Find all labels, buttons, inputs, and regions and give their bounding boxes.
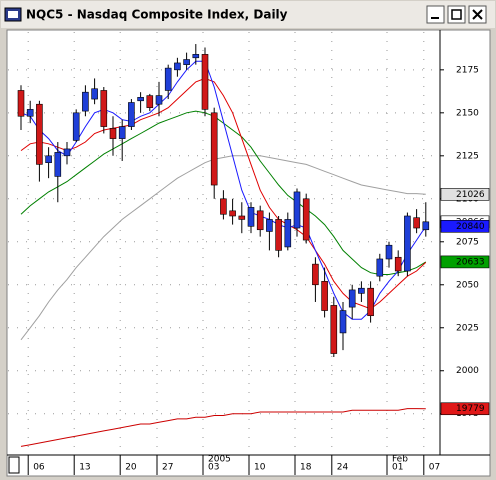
x-tick-label: 27 xyxy=(162,463,173,473)
indicator-line xyxy=(20,408,426,447)
candle-body xyxy=(82,91,89,112)
x-tick-label: 13 xyxy=(79,463,90,473)
candle-body xyxy=(321,281,328,311)
y-tick-label: 2175 xyxy=(456,65,479,75)
title-bar xyxy=(1,1,495,28)
price-marker xyxy=(440,255,490,269)
price-marker xyxy=(440,220,490,233)
indicator-line xyxy=(20,77,427,310)
x-tick-label: 18 xyxy=(300,463,312,473)
candle-body xyxy=(358,287,365,294)
candle-body xyxy=(45,155,52,163)
indicator-line xyxy=(20,60,427,320)
candle-body xyxy=(275,219,282,251)
maximize-button[interactable] xyxy=(447,5,466,24)
indicator-line xyxy=(20,155,426,341)
x-tick-label: 03 xyxy=(208,463,219,473)
candle-body xyxy=(330,305,338,354)
y-tick-label: 2000 xyxy=(456,366,479,376)
corner-box xyxy=(8,456,20,474)
candle-body xyxy=(348,289,356,308)
y-tick-label: 2075 xyxy=(456,237,479,247)
y-tick-label: 2150 xyxy=(456,108,479,118)
candle-body xyxy=(72,112,80,141)
price-marker xyxy=(440,188,490,201)
candle-body xyxy=(312,263,319,286)
candle-body xyxy=(367,287,374,317)
candle-body xyxy=(201,54,209,110)
x-tick-label: 20 xyxy=(125,463,137,473)
x-tick-label: 10 xyxy=(254,463,266,473)
candle-body xyxy=(284,219,292,248)
candle-body xyxy=(238,215,246,220)
candle-body xyxy=(26,109,34,117)
y-tick-label: 2050 xyxy=(456,280,479,290)
candle-body xyxy=(137,97,144,102)
candle-body xyxy=(229,210,236,217)
price-marker-label: 20840 xyxy=(456,222,485,232)
window-title: NQC5 - Nasdaq Composite Index, Daily xyxy=(26,8,288,22)
candle-body xyxy=(100,90,108,127)
candle-body xyxy=(404,215,411,272)
candle-body xyxy=(413,217,420,229)
price-marker-label: 20633 xyxy=(456,257,485,267)
candle-body xyxy=(422,221,430,231)
y-tick-label: 2025 xyxy=(456,323,479,333)
x-tick-label: 06 xyxy=(33,463,45,473)
price-marker xyxy=(440,402,490,416)
candle-body xyxy=(247,207,255,227)
x-tick-label: 01 xyxy=(392,463,403,473)
candle-body xyxy=(210,112,218,186)
candle-body xyxy=(256,210,264,231)
close-icon xyxy=(472,9,483,20)
x-tick-label: 24 xyxy=(337,463,349,473)
candle-body xyxy=(118,126,126,139)
candle-body xyxy=(376,258,384,277)
plot: 1975200020252050207521002125215021750613… xyxy=(8,32,490,475)
period-label: Feb xyxy=(392,455,408,465)
candle-body xyxy=(54,152,62,177)
candle-body xyxy=(339,310,347,334)
app-icon-inner xyxy=(8,11,18,18)
candle-body xyxy=(174,62,181,71)
candle-body xyxy=(146,95,154,108)
candle-body xyxy=(91,88,98,100)
x-tick-label: 07 xyxy=(429,463,440,473)
candle-body xyxy=(266,219,273,232)
candle-body xyxy=(63,148,71,157)
candle-body xyxy=(128,102,135,127)
candle-body xyxy=(164,67,172,91)
price-marker-label: 19779 xyxy=(456,404,485,414)
price-marker-label: 21026 xyxy=(456,190,485,200)
candle-body xyxy=(394,256,402,272)
candle-body xyxy=(109,127,117,139)
candle-body xyxy=(302,198,310,241)
y-tick-label: 2125 xyxy=(456,151,479,161)
period-label: 2005 xyxy=(208,455,231,465)
candle-body xyxy=(220,198,227,215)
candle-body xyxy=(183,59,190,65)
maximize-icon xyxy=(451,9,462,20)
candle-body xyxy=(155,95,163,105)
candle-body xyxy=(192,54,200,59)
candle-body xyxy=(293,191,301,229)
candle-body xyxy=(385,244,393,260)
candle-body xyxy=(17,90,25,117)
candle-body xyxy=(36,103,43,165)
minimize-button[interactable] xyxy=(426,5,445,24)
